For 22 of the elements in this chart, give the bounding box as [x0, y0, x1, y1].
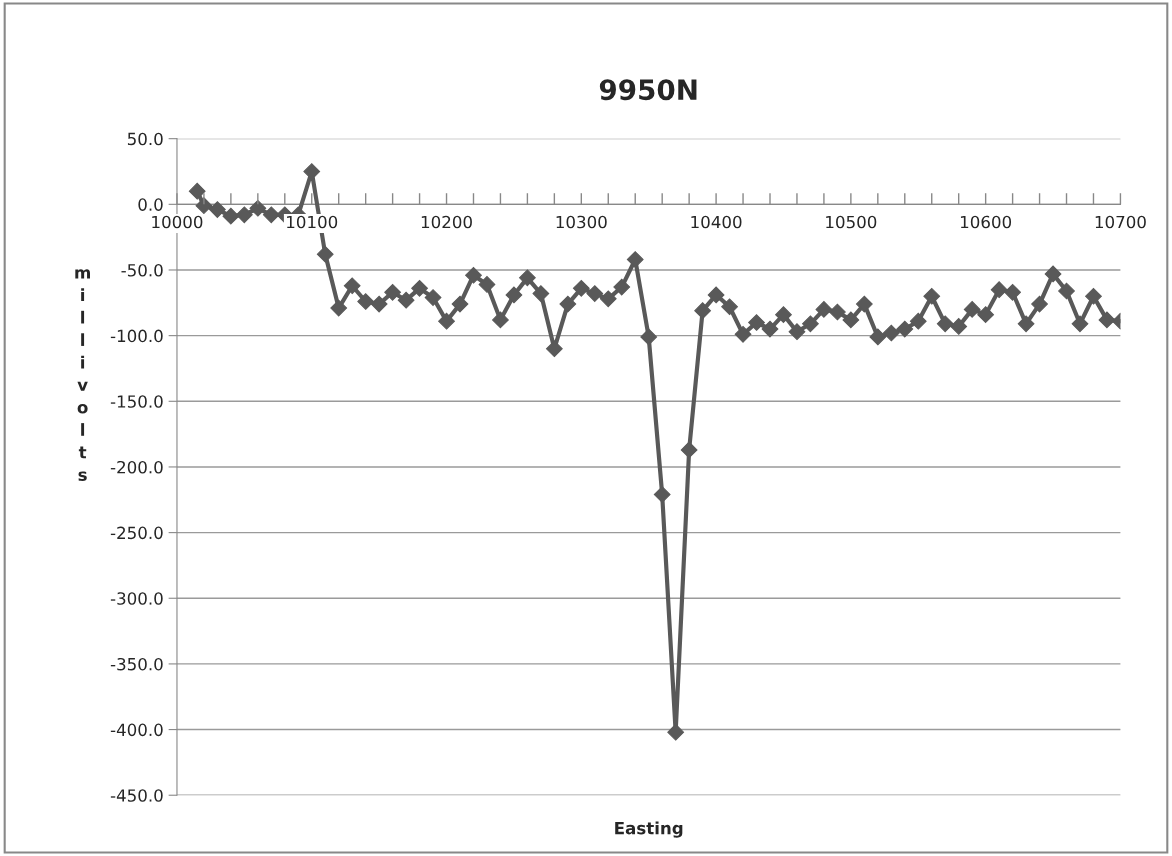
- y-tick-label: -150.0: [110, 395, 163, 408]
- y-tick-label: -450.0: [110, 789, 163, 802]
- y-tick-label: -250.0: [110, 526, 163, 540]
- y-tick-label: 50.0: [127, 132, 163, 146]
- x-tick-label: 10700: [1095, 215, 1146, 229]
- x-tick-label: 10200: [421, 215, 472, 229]
- y-tick-label: -100.0: [110, 329, 163, 343]
- y-tick-label: -200.0: [110, 460, 163, 474]
- x-tick-label: 10100: [287, 215, 338, 229]
- y-tick-label: -300.0: [110, 592, 163, 605]
- chart-title: 9950N: [599, 79, 697, 101]
- x-tick-label: 10400: [691, 215, 742, 229]
- x-tick-label: 10500: [826, 215, 877, 229]
- y-tick-label: -350.0: [110, 657, 163, 671]
- y-tick-label: -50.0: [121, 263, 163, 277]
- text: millivolts: [75, 269, 90, 481]
- x-tick-label: 10000: [152, 215, 203, 229]
- y-tick-label: -400.0: [110, 723, 163, 737]
- x-tick-label: 10600: [960, 215, 1012, 229]
- x-axis-title: Easting: [615, 821, 683, 838]
- x-tick-label: 10300: [556, 215, 607, 229]
- y-tick-label: 0.0: [138, 198, 163, 211]
